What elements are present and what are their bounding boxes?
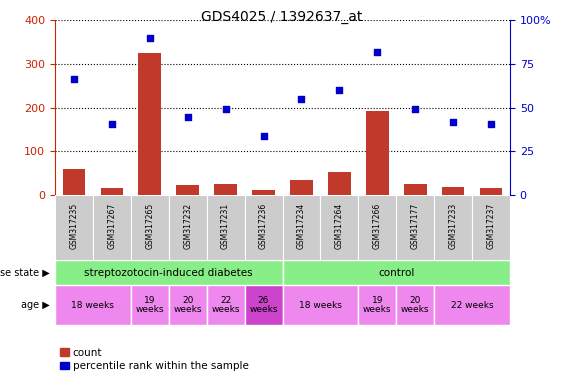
Bar xyxy=(131,195,169,260)
Point xyxy=(69,76,78,82)
Point xyxy=(221,106,230,112)
Text: GSM317266: GSM317266 xyxy=(373,203,382,249)
Bar xyxy=(252,190,275,195)
Text: GSM317237: GSM317237 xyxy=(486,203,495,249)
Bar xyxy=(55,195,93,260)
Text: GSM317264: GSM317264 xyxy=(335,203,344,249)
Text: 26
weeks: 26 weeks xyxy=(249,296,278,314)
Text: GSM317177: GSM317177 xyxy=(410,203,419,249)
Text: 18 weeks: 18 weeks xyxy=(299,301,342,310)
Point xyxy=(183,114,192,120)
Bar xyxy=(283,260,510,285)
Bar xyxy=(101,189,123,195)
Point xyxy=(335,87,344,93)
Point xyxy=(449,118,458,124)
Bar xyxy=(207,195,244,260)
Bar xyxy=(55,260,283,285)
Bar xyxy=(169,285,207,325)
Bar xyxy=(396,195,434,260)
Point xyxy=(410,106,419,113)
Point xyxy=(145,35,154,41)
Text: disease state ▶: disease state ▶ xyxy=(0,268,50,278)
Text: GSM317234: GSM317234 xyxy=(297,203,306,249)
Bar xyxy=(480,187,502,195)
Bar xyxy=(138,53,161,195)
Legend: count, percentile rank within the sample: count, percentile rank within the sample xyxy=(60,348,249,371)
Bar xyxy=(396,285,434,325)
Bar xyxy=(404,184,427,195)
Text: 22 weeks: 22 weeks xyxy=(451,301,493,310)
Text: age ▶: age ▶ xyxy=(21,300,50,310)
Bar xyxy=(207,285,244,325)
Bar xyxy=(283,285,358,325)
Bar xyxy=(358,195,396,260)
Bar xyxy=(472,195,510,260)
Text: GSM317235: GSM317235 xyxy=(69,203,78,249)
Bar xyxy=(442,187,464,195)
Text: GSM317231: GSM317231 xyxy=(221,203,230,249)
Text: GSM317232: GSM317232 xyxy=(183,203,192,249)
Bar xyxy=(434,285,510,325)
Bar xyxy=(244,285,283,325)
Bar xyxy=(131,285,169,325)
Text: streptozotocin-induced diabetes: streptozotocin-induced diabetes xyxy=(84,268,253,278)
Bar xyxy=(169,195,207,260)
Text: 19
weeks: 19 weeks xyxy=(363,296,391,314)
Bar xyxy=(93,195,131,260)
Bar xyxy=(244,195,283,260)
Bar xyxy=(283,195,320,260)
Bar xyxy=(55,285,131,325)
Text: 22
weeks: 22 weeks xyxy=(211,296,240,314)
Bar xyxy=(62,169,86,195)
Text: GSM317236: GSM317236 xyxy=(259,203,268,249)
Bar xyxy=(328,172,351,195)
Point xyxy=(486,121,495,127)
Point xyxy=(259,132,268,139)
Text: 20
weeks: 20 weeks xyxy=(173,296,202,314)
Text: control: control xyxy=(378,268,414,278)
Text: 20
weeks: 20 weeks xyxy=(401,296,430,314)
Bar xyxy=(434,195,472,260)
Point xyxy=(373,48,382,55)
Point xyxy=(108,121,117,127)
Bar xyxy=(366,111,388,195)
Bar xyxy=(215,184,237,195)
Bar xyxy=(290,180,313,195)
Text: GSM317233: GSM317233 xyxy=(449,203,458,249)
Bar xyxy=(176,185,199,195)
Text: 18 weeks: 18 weeks xyxy=(72,301,114,310)
Point xyxy=(297,96,306,102)
Text: GSM317267: GSM317267 xyxy=(108,203,117,249)
Bar xyxy=(320,195,358,260)
Text: GSM317265: GSM317265 xyxy=(145,203,154,249)
Text: GDS4025 / 1392637_at: GDS4025 / 1392637_at xyxy=(201,10,362,24)
Text: 19
weeks: 19 weeks xyxy=(136,296,164,314)
Bar xyxy=(358,285,396,325)
